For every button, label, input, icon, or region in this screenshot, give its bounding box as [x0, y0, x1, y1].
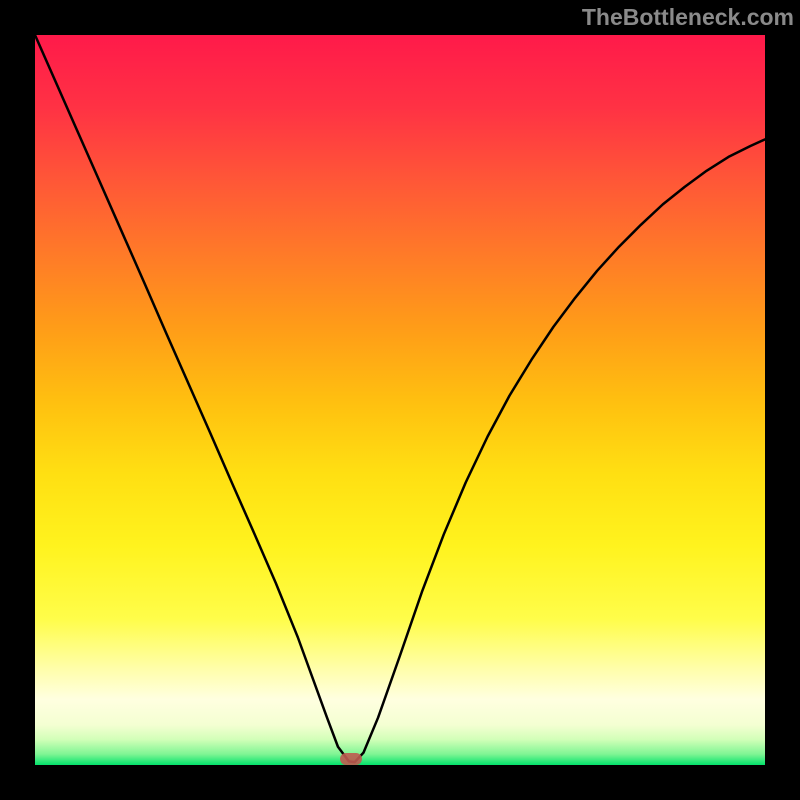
plot-gradient-area — [35, 35, 765, 765]
bottleneck-chart: TheBottleneck.com — [0, 0, 800, 800]
optimum-marker — [340, 753, 362, 765]
watermark-text: TheBottleneck.com — [582, 4, 794, 31]
